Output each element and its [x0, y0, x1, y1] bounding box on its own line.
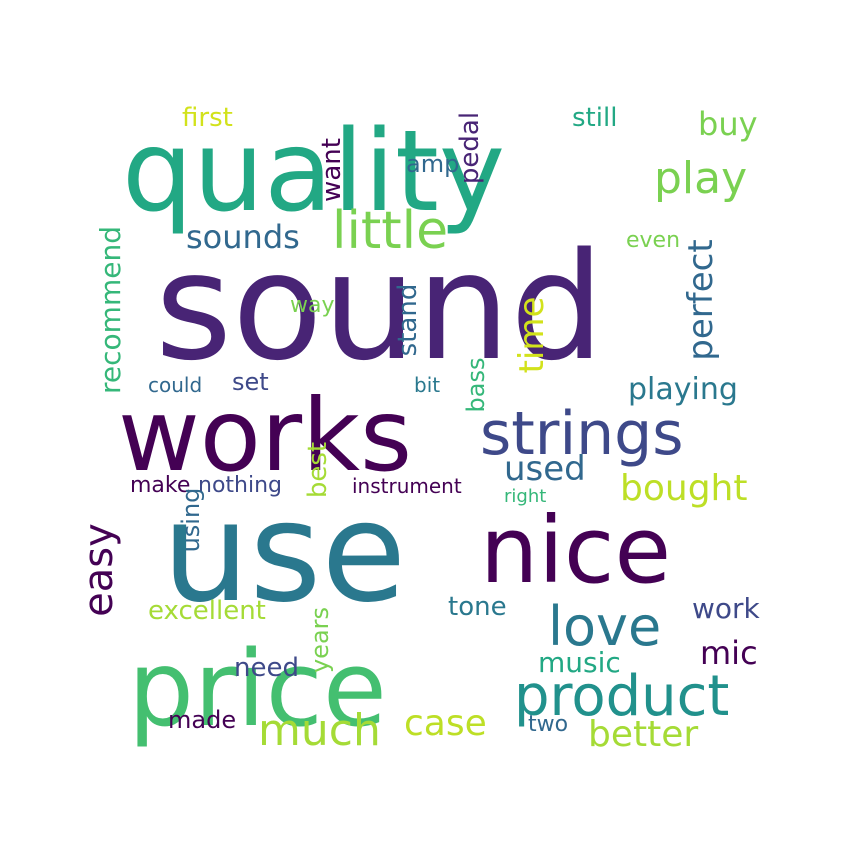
word-product: product — [514, 664, 729, 729]
word-pedal: pedal — [455, 112, 485, 184]
word-used: used — [504, 449, 586, 489]
word-still: still — [572, 103, 617, 133]
word-perfect: perfect — [681, 239, 721, 360]
word-time: time — [512, 297, 552, 374]
word-right: right — [504, 486, 546, 507]
word-want: want — [317, 138, 347, 202]
word-sounds: sounds — [186, 218, 300, 256]
word-bought: bought — [620, 468, 747, 509]
word-instrument: instrument — [352, 474, 462, 498]
word-tone: tone — [448, 592, 507, 622]
word-two: two — [528, 712, 568, 737]
word-amp: amp — [406, 150, 459, 178]
word-even: even — [626, 228, 680, 253]
word-much: much — [258, 705, 381, 756]
word-play: play — [654, 153, 747, 204]
word-nice: nice — [480, 497, 671, 604]
word-way: way — [290, 293, 335, 318]
word-excellent: excellent — [148, 596, 266, 626]
word-stand: stand — [393, 284, 423, 357]
word-mic: mic — [700, 634, 758, 672]
word-music: music — [538, 646, 621, 679]
word-first: first — [182, 103, 233, 133]
word-bass: bass — [462, 358, 490, 413]
word-buy: buy — [698, 105, 758, 143]
word-quality: quality — [122, 107, 505, 237]
word-nothing: nothing — [198, 473, 282, 498]
word-love: love — [548, 595, 661, 658]
word-recommend: recommend — [94, 226, 127, 394]
word-bit: bit — [414, 373, 440, 397]
word-price: price — [128, 628, 387, 750]
word-case: case — [404, 703, 487, 744]
word-easy: easy — [76, 523, 122, 617]
word-strings: strings — [480, 399, 684, 469]
word-work: work — [692, 592, 761, 625]
word-better: better — [588, 714, 698, 755]
word-using: using — [177, 488, 205, 553]
word-make: make — [130, 473, 190, 498]
word-made: made — [168, 706, 236, 734]
word-works: works — [118, 377, 412, 494]
word-sound: sound — [155, 221, 604, 393]
word-best: best — [303, 442, 333, 498]
word-could: could — [148, 373, 202, 397]
word-years: years — [306, 607, 334, 673]
word-use: use — [162, 472, 406, 633]
word-playing: playing — [628, 372, 738, 407]
word-little: little — [332, 201, 448, 261]
word-set: set — [232, 368, 269, 396]
word-need: need — [234, 653, 299, 683]
